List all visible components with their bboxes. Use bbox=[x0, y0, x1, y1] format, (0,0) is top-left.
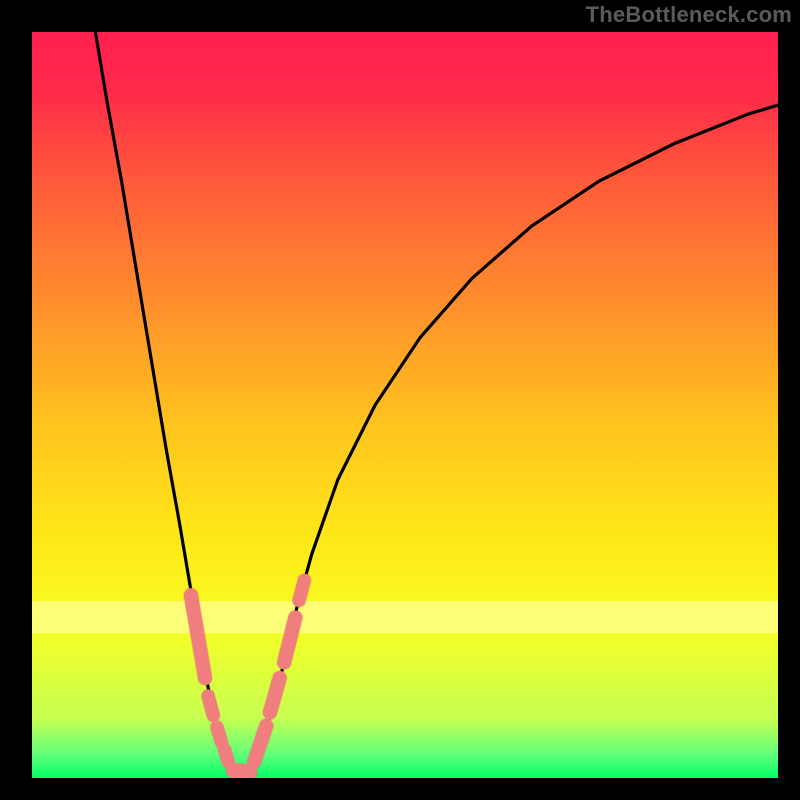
plot-svg bbox=[32, 32, 778, 778]
plot-area bbox=[32, 32, 778, 778]
chart-root: TheBottleneck.com bbox=[0, 0, 800, 800]
watermark-text: TheBottleneck.com bbox=[586, 2, 792, 28]
